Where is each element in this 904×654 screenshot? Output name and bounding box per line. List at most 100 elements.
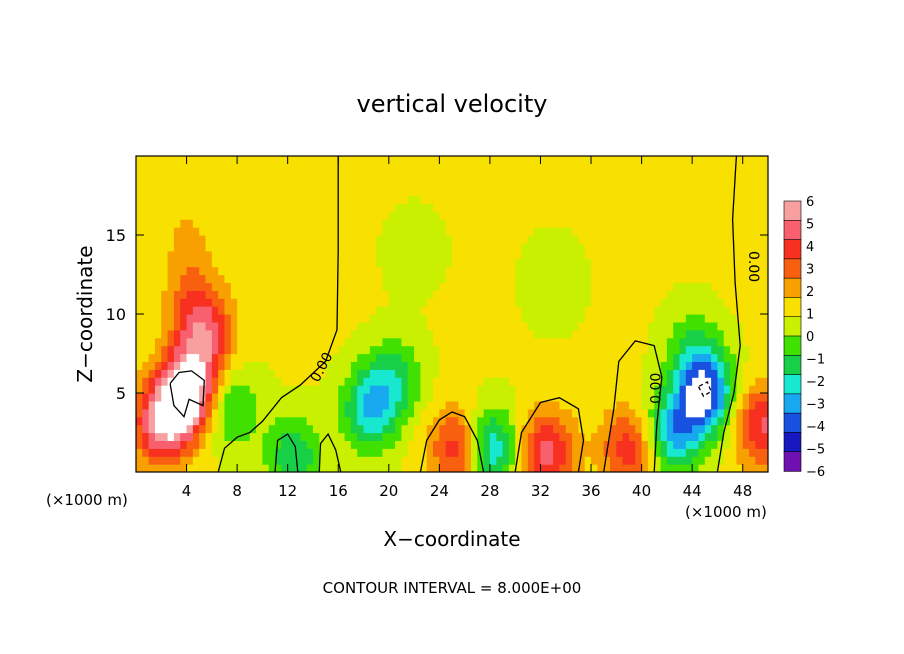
heatmap-cell: [591, 195, 598, 204]
heatmap-cell: [622, 179, 630, 189]
heatmap-cell: [502, 353, 510, 362]
heatmap-cell: [407, 385, 415, 394]
heatmap-cell: [711, 353, 719, 362]
heatmap-cell: [142, 219, 150, 228]
heatmap-cell: [458, 424, 466, 434]
colorbar-label: 1: [806, 308, 814, 323]
heatmap-cell: [433, 361, 440, 370]
heatmap-cell: [161, 456, 169, 465]
heatmap-cell: [654, 187, 662, 197]
y-axis-label: Z−coordinate: [73, 245, 97, 382]
heatmap-cell: [723, 195, 731, 204]
heatmap-cell: [565, 266, 573, 276]
heatmap-cell: [414, 227, 421, 236]
heatmap-cell: [761, 242, 768, 252]
heatmap-cell: [154, 345, 162, 355]
heatmap-cell: [496, 440, 504, 449]
heatmap-cell: [312, 329, 320, 339]
heatmap-cell: [496, 163, 504, 173]
heatmap-cell: [287, 329, 295, 339]
heatmap-cell: [350, 211, 358, 220]
heatmap-cell: [205, 211, 213, 220]
heatmap-cell: [572, 171, 579, 181]
heatmap-cell: [584, 393, 592, 402]
heatmap-cell: [211, 266, 219, 276]
heatmap-cell: [262, 298, 270, 307]
heatmap-cell: [755, 266, 763, 276]
heatmap-cell: [603, 408, 611, 418]
heatmap-cell: [180, 179, 188, 189]
heatmap-cell: [679, 171, 687, 181]
heatmap-cell: [331, 211, 339, 220]
heatmap-cell: [439, 377, 447, 386]
heatmap-cell: [237, 385, 245, 394]
heatmap-cell: [281, 298, 289, 307]
heatmap-cell: [199, 282, 207, 291]
heatmap-cell: [312, 258, 320, 268]
heatmap-cell: [154, 163, 162, 173]
heatmap-cell: [477, 369, 485, 378]
heatmap-cell: [477, 361, 485, 370]
heatmap-cell: [761, 408, 768, 418]
heatmap-cell: [445, 235, 453, 244]
heatmap-cell: [508, 369, 516, 378]
heatmap-cell: [426, 329, 434, 339]
heatmap-cell: [433, 195, 440, 204]
heatmap-cell: [167, 227, 175, 236]
heatmap-cell: [508, 440, 516, 449]
heatmap-cell: [294, 321, 301, 331]
heatmap-cell: [622, 203, 630, 212]
heatmap-cell: [300, 219, 308, 228]
heatmap-cell: [464, 171, 472, 181]
heatmap-cell: [142, 156, 150, 165]
heatmap-cell: [660, 171, 668, 181]
heatmap-cell: [546, 179, 554, 189]
heatmap-cell: [685, 424, 693, 434]
heatmap-cell: [578, 408, 586, 418]
heatmap-cell: [439, 456, 447, 465]
heatmap-cell: [275, 274, 282, 283]
heatmap-cell: [287, 250, 295, 260]
heatmap-cell: [218, 274, 226, 283]
heatmap-cell: [761, 171, 768, 181]
heatmap-cell: [256, 298, 263, 307]
heatmap-cell: [395, 440, 403, 449]
heatmap-cell: [350, 250, 358, 260]
heatmap-cell: [622, 464, 630, 472]
heatmap-cell: [641, 179, 649, 189]
heatmap-cell: [489, 179, 497, 189]
heatmap-cell: [414, 156, 421, 165]
heatmap-cell: [148, 377, 156, 386]
heatmap-cell: [628, 337, 636, 347]
heatmap-cell: [312, 416, 320, 426]
heatmap-cell: [287, 282, 295, 291]
heatmap-cell: [363, 203, 371, 212]
heatmap-cell: [673, 361, 681, 370]
heatmap-cell: [173, 282, 181, 291]
heatmap-cell: [256, 163, 263, 173]
heatmap-cell: [647, 385, 655, 394]
heatmap-cell: [224, 227, 232, 236]
heatmap-cell: [603, 424, 611, 434]
heatmap-cell: [350, 432, 358, 441]
heatmap-cell: [698, 306, 706, 315]
heatmap-cell: [325, 156, 333, 165]
heatmap-cell: [452, 250, 459, 260]
heatmap-cell: [628, 163, 636, 173]
heatmap-cell: [635, 266, 643, 276]
heatmap-cell: [338, 282, 346, 291]
heatmap-cell: [704, 235, 712, 244]
heatmap-cell: [635, 408, 643, 418]
heatmap-cell: [243, 329, 251, 339]
heatmap-cell: [294, 195, 301, 204]
colorbar-swatch: [783, 451, 802, 472]
heatmap-cell: [205, 385, 213, 394]
heatmap-cell: [755, 163, 763, 173]
heatmap-cell: [749, 250, 756, 260]
heatmap-cell: [565, 282, 573, 291]
heatmap-cell: [186, 424, 194, 434]
heatmap-cell: [723, 337, 731, 347]
heatmap-cell: [527, 266, 535, 276]
heatmap-cell: [527, 298, 535, 307]
heatmap-cell: [180, 250, 188, 260]
